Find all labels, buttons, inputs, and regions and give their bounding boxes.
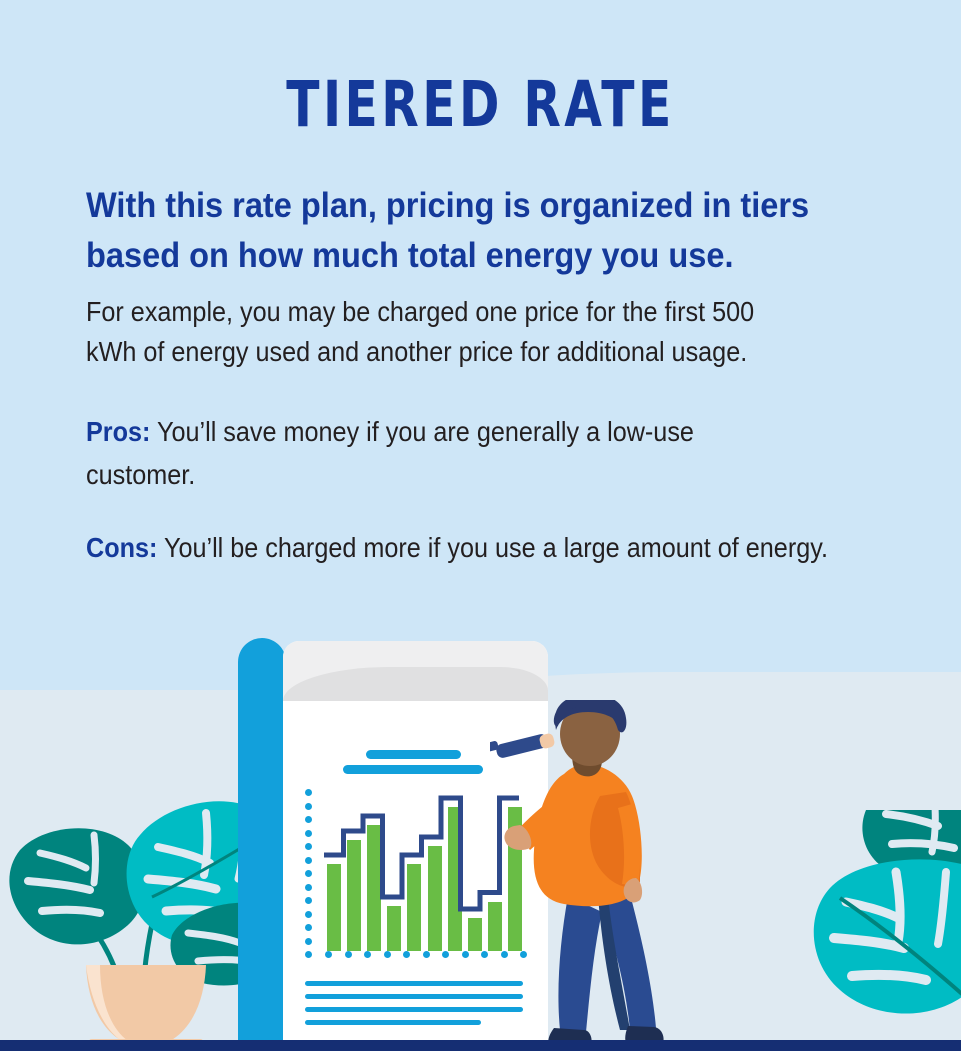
axis-dot-y [305,937,312,945]
axis-dot-y [305,856,312,864]
marker-pen [490,733,555,758]
axis-dot-x [442,951,449,958]
plant-pot [86,965,206,1051]
axis-dot-x [364,951,371,958]
axis-dot-y [305,951,312,958]
chart-bar [467,918,482,951]
body-paragraph: For example, you may be charged one pric… [86,296,755,367]
person-drawing-chart [490,700,664,1047]
cons-block: Cons: You’ll be charged more if you use … [86,526,833,569]
axis-dot-x [481,951,488,958]
subtitle-heading: With this rate plan, pricing is organize… [86,186,810,275]
axis-dot-y [305,829,312,837]
axis-dot-y [305,924,312,931]
axis-dot-y [305,897,312,904]
monstera-leaves-right [813,810,961,1014]
chart-bar [427,846,442,951]
board-text-line-2 [305,994,523,999]
board-title-bar-bottom [343,765,483,774]
chart-bars [327,801,522,951]
axis-dot-y [305,816,312,823]
pros-label: Pros: [86,416,151,447]
chart-bar [347,840,362,951]
board-text-line-1 [305,981,523,986]
board-text-line-3 [305,1007,523,1012]
board-title-bar-top [366,750,461,759]
axis-dot-x [403,951,410,958]
axis-dot-y [305,910,312,918]
leaf-light-lower-right [813,859,961,1014]
chart-bar [327,864,341,951]
axis-dot-y [305,802,312,810]
cons-label: Cons: [86,532,158,563]
axis-dot-y [305,843,312,850]
leaf-dark-left [9,828,145,945]
axis-dot-y [305,883,312,891]
chart-step-line [324,795,519,912]
axis-dot-x [422,951,430,958]
pros-text: You’ll save money if you are generally a… [86,416,694,490]
page-title: TIERED RATE [286,68,675,141]
axis-dot-x [520,951,527,958]
whiteboard [283,641,548,1051]
pros-block: Pros: You’ll save money if you are gener… [86,410,806,496]
cons-text: You’ll be charged more if you use a larg… [163,532,828,563]
axis-dot-x [383,951,391,958]
board-text-line-4 [305,1020,481,1025]
step-line-path [324,795,519,912]
axis-dot-x [344,951,352,958]
bottom-accent-bar [0,1040,961,1051]
chart-bar [387,906,402,951]
axis-dot-x [325,951,332,958]
axis-dot-x [500,951,508,958]
illustration [0,600,961,1051]
axis-dot-y [305,870,312,877]
blue-accent-stripe [238,638,286,1051]
whiteboard-header-dark [283,667,548,701]
axis-dot-y [305,789,312,796]
chart-bar [367,825,382,951]
bar-chart [305,789,530,965]
axis-dot-x [461,951,469,958]
chart-bar [407,864,422,951]
chart-bar [487,901,502,951]
